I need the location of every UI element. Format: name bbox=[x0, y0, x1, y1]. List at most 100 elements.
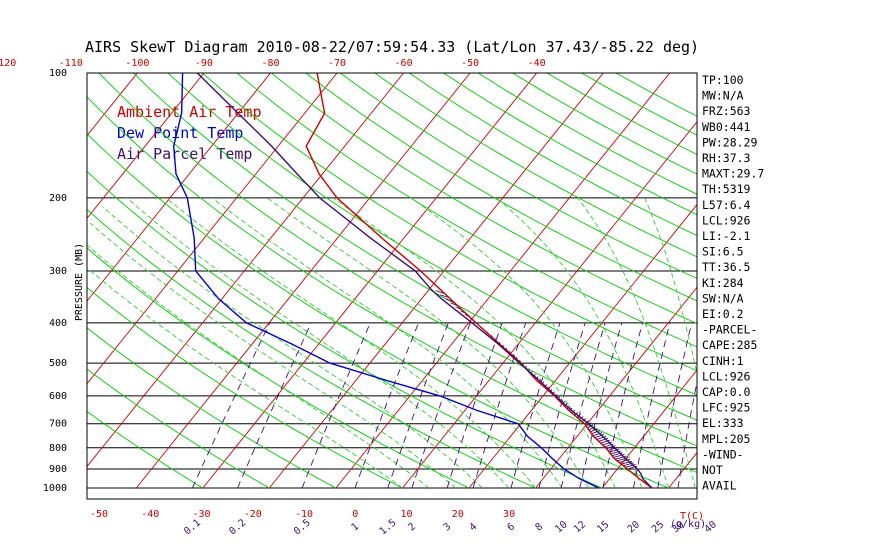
cape-hatch-line bbox=[623, 462, 634, 467]
top-temp-tick-label: -100 bbox=[125, 58, 149, 69]
cape-hatch-line bbox=[587, 424, 594, 429]
mixing-ratio-line bbox=[387, 322, 449, 489]
moist-adiabat-line bbox=[577, 197, 696, 489]
dry-adiabat-line bbox=[271, 73, 697, 325]
moist-adiabat-line bbox=[212, 197, 563, 489]
mixing-ratio-label: 1.5 bbox=[378, 517, 399, 537]
top-temp-tick-label: -90 bbox=[195, 58, 213, 69]
top-temp-tick-label: -60 bbox=[395, 58, 413, 69]
bottom-temp-tick-label: 10 bbox=[401, 509, 413, 520]
mixing-ratio-label: 12 bbox=[572, 519, 588, 535]
pressure-tick-label: 400 bbox=[49, 318, 67, 329]
mixing-ratio-line bbox=[633, 322, 671, 489]
moist-adiabat-line bbox=[126, 197, 510, 489]
cape-hatch-line bbox=[596, 436, 607, 440]
dry-adiabat-line bbox=[87, 327, 337, 489]
cape-hatch-line bbox=[592, 432, 603, 437]
cape-hatch-line bbox=[598, 437, 609, 442]
moist-adiabat-line bbox=[102, 206, 483, 489]
index-value: LI:-2.1 bbox=[702, 229, 751, 243]
mixing-ratio-label: 15 bbox=[595, 519, 611, 535]
isotherm-line bbox=[87, 73, 205, 220]
series-line-air-parcel-temp bbox=[196, 73, 653, 489]
dry-adiabat-line bbox=[408, 73, 697, 237]
isotherm-line bbox=[468, 203, 697, 489]
isotherm-line bbox=[0, 73, 4, 488]
mixing-ratio-label: 25 bbox=[650, 519, 666, 535]
dry-adiabat-line bbox=[477, 73, 697, 195]
mixing-ratio-label: 6 bbox=[505, 521, 517, 533]
index-value: CAPE:285 bbox=[702, 338, 757, 352]
mixing-ratio-line bbox=[191, 322, 271, 489]
moist-adiabat-line bbox=[644, 197, 697, 376]
index-value: SW:N/A bbox=[702, 291, 744, 305]
dry-adiabat-line bbox=[512, 73, 697, 175]
index-value: AVAIL bbox=[702, 479, 737, 493]
cape-hatch-line bbox=[600, 439, 610, 444]
index-value: FRZ:563 bbox=[702, 104, 751, 118]
pressure-tick-label: 300 bbox=[49, 266, 67, 277]
index-value: EL:333 bbox=[702, 416, 744, 430]
dry-adiabat-line bbox=[87, 208, 536, 489]
plot-frame bbox=[86, 72, 698, 500]
cape-hatch-line bbox=[602, 441, 612, 446]
legend: Ambient Air Temp Dew Point Temp Air Parc… bbox=[117, 103, 262, 163]
index-value: SI:6.5 bbox=[702, 245, 744, 259]
cape-hatch-line bbox=[588, 426, 596, 431]
mixing-ratio-line bbox=[510, 322, 561, 489]
mixing-ratio-label: 0.1 bbox=[182, 517, 203, 537]
index-value: TP:100 bbox=[702, 73, 744, 87]
pressure-tick-label: 900 bbox=[49, 464, 67, 475]
top-temp-tick-label: -40 bbox=[528, 58, 546, 69]
isotherm-line bbox=[268, 73, 604, 489]
moist-adiabat-line bbox=[496, 197, 670, 489]
legend-entry-air-parcel-temp: Air Parcel Temp bbox=[117, 145, 252, 163]
index-value: NOT bbox=[702, 463, 723, 477]
mixing-ratio-label: 8 bbox=[533, 521, 545, 533]
mixing-ratio-label: 0.5 bbox=[292, 517, 313, 537]
legend-entry-dew-point-temp: Dew Point Temp bbox=[117, 124, 243, 142]
dry-adiabat-line bbox=[87, 170, 603, 489]
index-value: WB0:441 bbox=[702, 120, 751, 134]
index-value: L57:6.4 bbox=[702, 198, 751, 212]
dry-adiabat-line bbox=[133, 73, 697, 421]
mixing-ratio-line bbox=[237, 322, 312, 489]
moist-adiabat-line bbox=[165, 197, 536, 489]
dry-adiabat-line bbox=[87, 368, 270, 489]
bottom-temp-tick-label: 0 bbox=[352, 509, 358, 520]
dry-adiabat-line bbox=[87, 410, 204, 489]
index-value: EI:0.2 bbox=[702, 307, 744, 321]
index-value: LFC:925 bbox=[702, 401, 750, 415]
mixing-ratio-unit-label: (g/kg) bbox=[670, 519, 706, 530]
dry-adiabat-line bbox=[202, 73, 697, 372]
mixing-ratio-line bbox=[579, 322, 623, 489]
isotherm-line bbox=[668, 452, 697, 489]
mixing-ratio-label: 10 bbox=[553, 519, 569, 535]
mixing-ratio-label: 2 bbox=[406, 521, 418, 533]
bottom-temp-tick-label: -50 bbox=[90, 509, 108, 520]
top-temp-tick-label: -80 bbox=[261, 58, 279, 69]
dry-adiabat-line bbox=[305, 73, 697, 302]
dry-adiabat-line bbox=[374, 73, 697, 258]
pressure-tick-label: 700 bbox=[49, 419, 67, 430]
cape-hatch-line bbox=[590, 428, 598, 433]
pressure-tick-label: 500 bbox=[49, 358, 67, 369]
index-value: LCL:926 bbox=[702, 213, 751, 227]
cape-hatch-line bbox=[591, 430, 600, 435]
moist-adiabat-line bbox=[87, 244, 430, 489]
pressure-tick-label: 200 bbox=[49, 193, 67, 204]
isotherm-line bbox=[87, 73, 404, 468]
mixing-ratio-label: 20 bbox=[626, 519, 642, 535]
moist-adiabat-line bbox=[410, 197, 643, 489]
dry-adiabat-line bbox=[340, 73, 697, 280]
top-temp-tick-label: -50 bbox=[461, 58, 479, 69]
moist-adiabat-line bbox=[87, 267, 403, 489]
cape-hatch-line bbox=[607, 447, 618, 451]
x-axis-label: T(C) bbox=[680, 511, 704, 522]
index-value: TT:36.5 bbox=[702, 260, 750, 274]
legend-entry-ambient-air-temp: Ambient Air Temp bbox=[117, 103, 262, 121]
cape-hatch-line bbox=[604, 443, 614, 448]
top-temp-tick-label: -110 bbox=[59, 58, 83, 69]
mixing-ratio-label: 3 bbox=[442, 521, 454, 533]
